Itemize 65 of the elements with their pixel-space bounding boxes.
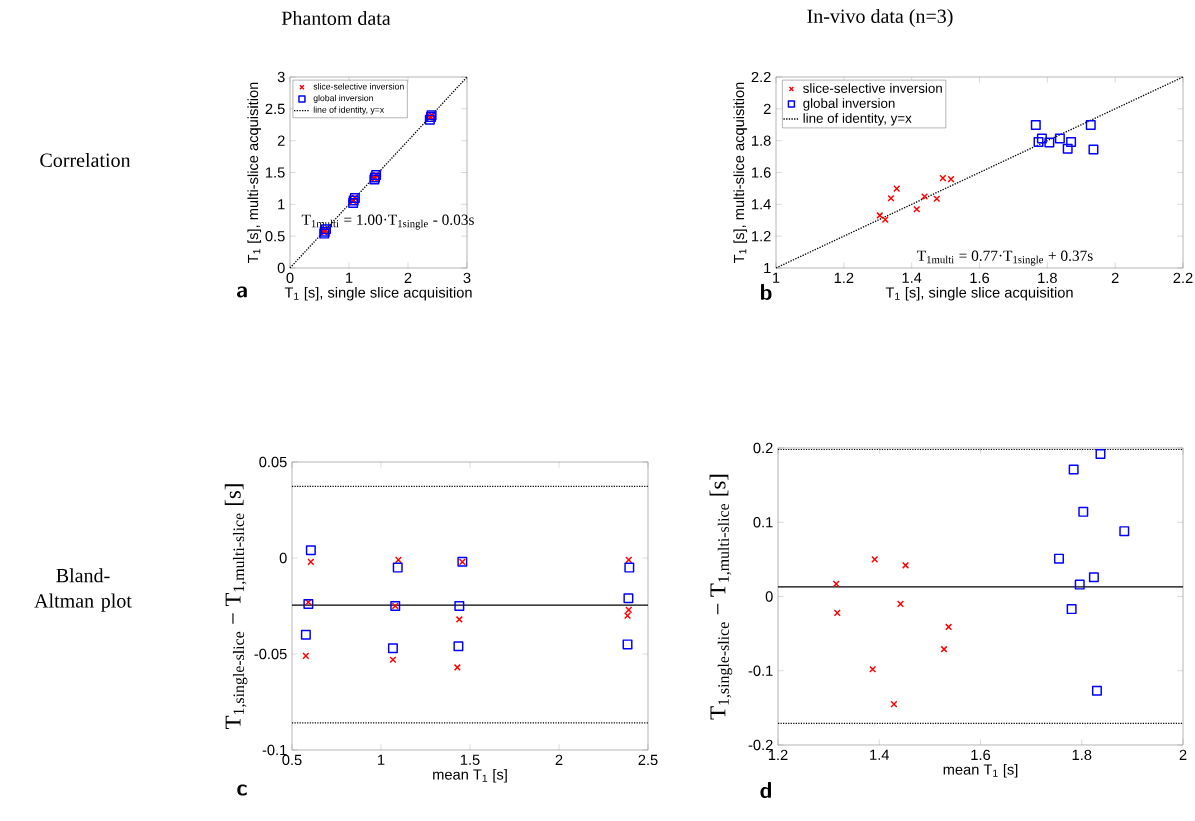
y-tick-label: 0.1	[753, 517, 773, 528]
x-tick-label: 1.6	[970, 272, 990, 284]
x-tick-label: 1.2	[834, 272, 854, 283]
y-tick-label: 2.5	[265, 103, 285, 115]
chart-title: In-vivo data (n=3)	[807, 8, 953, 28]
y-tick-label: 2	[277, 135, 285, 146]
x-tick-label: 1.8	[1038, 272, 1057, 284]
y-tick-label: 0	[277, 262, 285, 274]
y-tick-label: 1.6	[752, 167, 771, 178]
y-tick-label: 0.2	[753, 442, 773, 454]
y-tick-label: 0.5	[265, 230, 285, 242]
y-tick-label: 2.2	[751, 71, 771, 83]
text: a	[236, 286, 247, 298]
text: Bland-Altman plot	[34, 568, 132, 612]
annotation: T$_{1multi}$ = 1.00·T$_{1single}$ - 0.03s	[301, 214, 474, 230]
legend-label: line of identity, y=x	[313, 106, 385, 115]
x-tick-label: 3	[463, 272, 471, 284]
y-tick-label: 0	[765, 591, 773, 602]
x-tick-label: 1.4	[870, 749, 890, 760]
y-tick-label: -0.2	[748, 739, 773, 751]
x-tick-label: 1	[773, 272, 780, 283]
y-tick-label: -0.1	[262, 744, 287, 756]
legend-label: slice-selective inversion	[803, 83, 942, 93]
text: b	[761, 284, 772, 300]
x-tick-label: 1.6	[971, 749, 991, 761]
y-tick-label: 1.5	[266, 167, 285, 178]
x-tick-label: 2.5	[638, 754, 658, 766]
legend-label: line of identity, y=x	[803, 113, 912, 126]
y-tick-label: -0.1	[748, 665, 773, 676]
y-axis-title: $\text{T}_{\text{1,single-slice}}\text{ − }\text{T}_{\text{1,multi-slice}}\text{ [s]}$	[224, 484, 248, 729]
x-tick-label: 1	[346, 272, 353, 283]
y-tick-label: 1.4	[752, 199, 771, 210]
y-tick-label: -0.05	[254, 648, 287, 660]
x-tick-label: 2.2	[1173, 272, 1193, 283]
x-tick-label: 2	[1179, 749, 1187, 760]
x-tick-label: 1.8	[1072, 749, 1092, 761]
legend-label: global inversion	[313, 94, 373, 103]
y-tick-label: 2	[763, 103, 771, 114]
y-tick-label: 1	[764, 262, 771, 274]
y-tick-label: 1	[278, 199, 285, 210]
x-tick-label: 1.5	[460, 754, 480, 765]
legend-label: slice-selective inversion	[313, 83, 404, 90]
y-tick-label: 0	[279, 552, 287, 564]
x-tick-label: 2	[404, 272, 412, 283]
legend-label: global inversion	[803, 98, 895, 111]
x-tick-label: 1	[378, 754, 385, 765]
y-axis-title: $\text{T}_{\text{1,single-slice}}\text{ − }\text{T}_{\text{1,multi-slice}}\text{ [s]}$	[709, 474, 733, 720]
x-axis-title: mean T$_{1}$ [s]	[433, 768, 507, 783]
x-tick-label: 2	[1111, 272, 1119, 283]
y-tick-label: 3	[277, 71, 285, 83]
text: d	[760, 782, 771, 798]
x-axis-title: T$_{1}$ [s], single slice acquisition	[885, 286, 1073, 301]
y-axis-title: T$_{1}$ [s], multi-slice acquisition	[247, 82, 262, 263]
annotation: T$_{1multi}$ = 0.77·T$_{1single}$ + 0.37s	[917, 250, 1093, 266]
x-axis-title: T$_{1}$ [s], single slice acquisition	[284, 286, 472, 301]
y-tick-label: 0.05	[259, 456, 287, 468]
chart-title: Phantom data	[281, 10, 391, 26]
y-tick-label: 1.2	[752, 231, 771, 242]
text: Correlation	[40, 152, 131, 168]
x-tick-label: 1.4	[902, 272, 922, 283]
y-axis-title: T$_{1}$ [s], multi-slice acquisition	[733, 82, 748, 263]
text: c	[237, 784, 247, 796]
x-axis-title: mean T$_{1}$ [s]	[943, 763, 1018, 778]
x-tick-label: 2	[555, 754, 563, 765]
y-tick-label: 1.8	[752, 135, 771, 146]
